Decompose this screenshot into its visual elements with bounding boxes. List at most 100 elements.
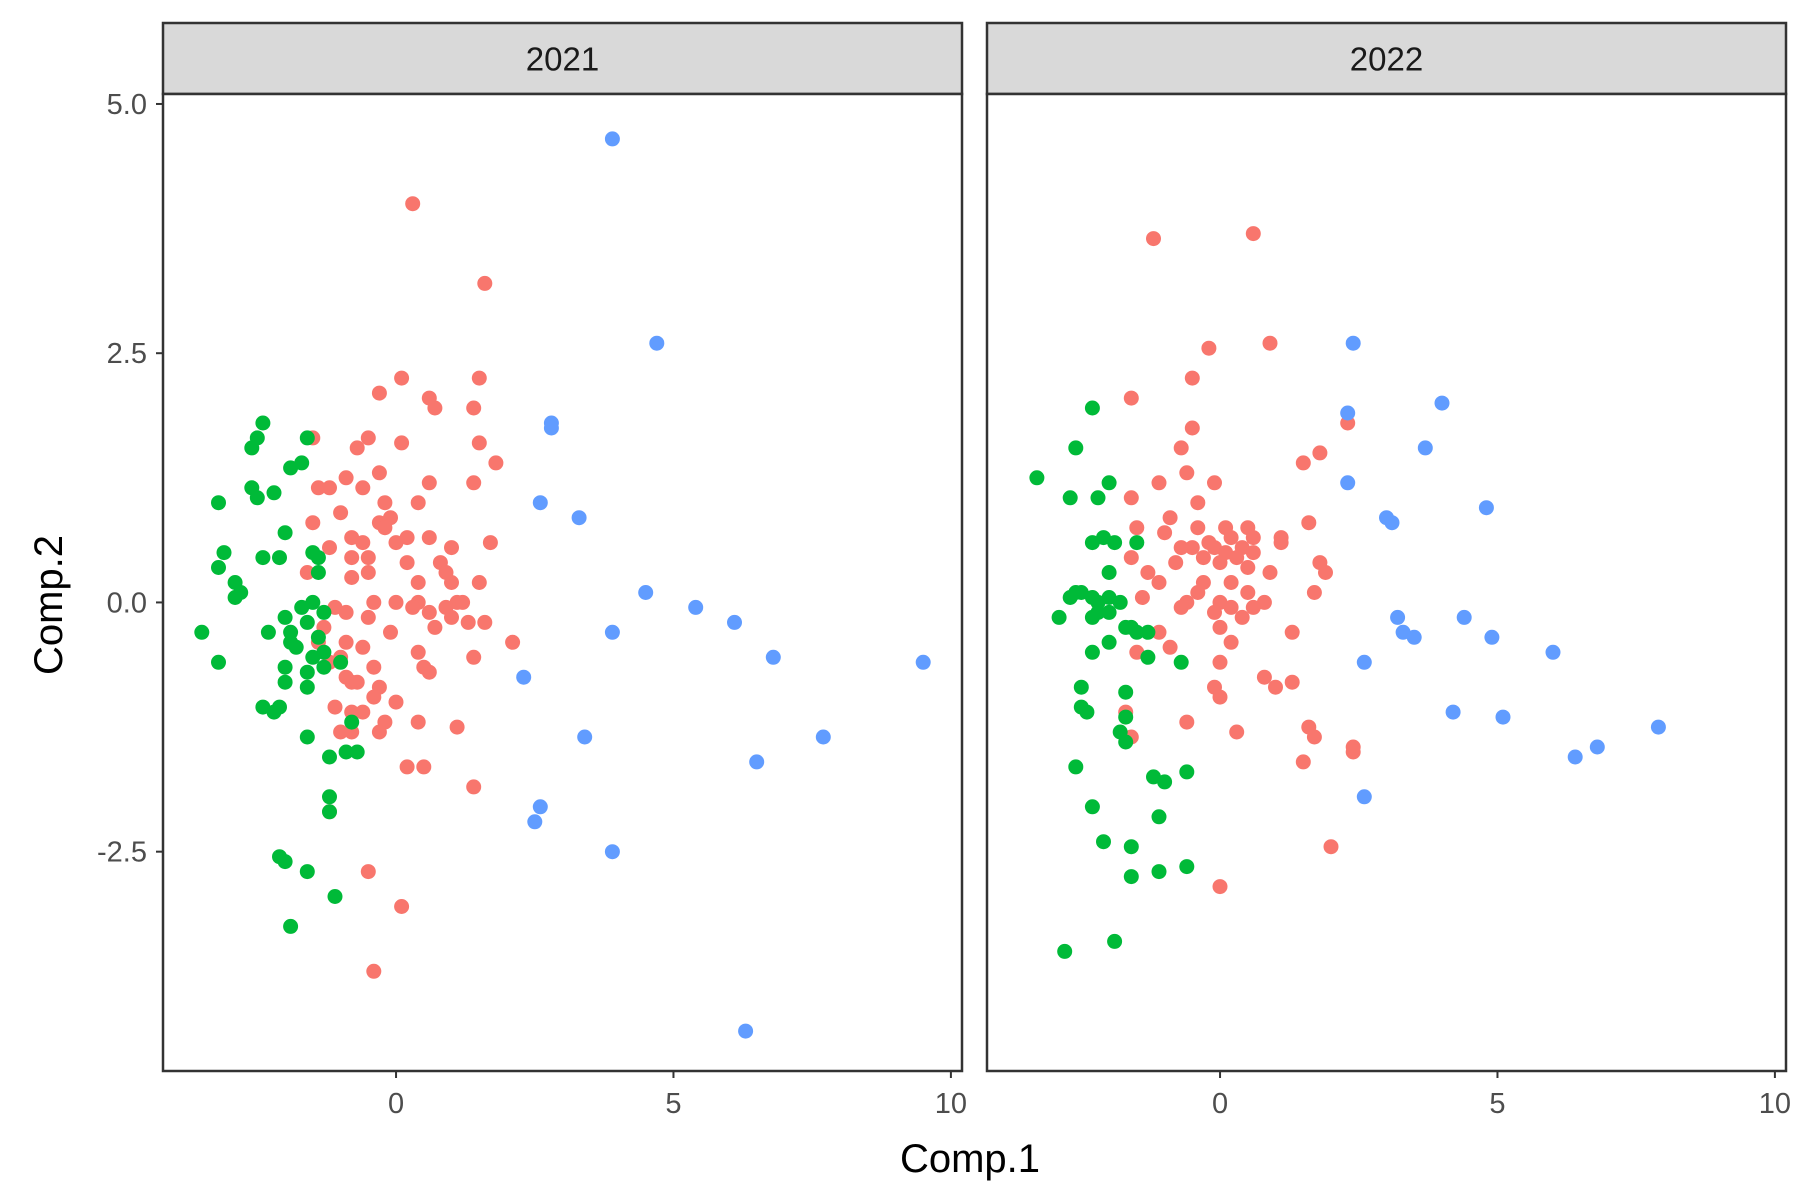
- data-point-blue: [604, 844, 620, 860]
- data-point-blue: [604, 624, 620, 640]
- data-point-red: [1223, 530, 1239, 546]
- data-point-blue: [1356, 654, 1372, 670]
- data-point-blue: [532, 799, 548, 815]
- data-point-green: [1151, 864, 1167, 880]
- data-point-red: [1295, 455, 1311, 471]
- data-point-red: [416, 759, 432, 775]
- data-point-red: [466, 475, 482, 491]
- data-point-blue: [1495, 709, 1511, 725]
- data-point-red: [1262, 335, 1278, 351]
- data-point-blue: [1650, 719, 1666, 735]
- data-point-red: [1140, 565, 1156, 580]
- data-point-green: [1062, 590, 1078, 605]
- data-point-blue: [727, 614, 742, 630]
- x-tick-label: 0: [388, 1088, 404, 1120]
- data-point-red: [349, 440, 365, 456]
- x-tick-label: 10: [935, 1088, 967, 1120]
- data-point-red: [1306, 585, 1322, 600]
- data-point-green: [1123, 839, 1139, 855]
- data-point-red: [1157, 525, 1173, 541]
- data-point-red: [1212, 689, 1228, 705]
- data-point-red: [1134, 590, 1150, 605]
- data-point-red: [505, 634, 521, 650]
- data-point-red: [1146, 231, 1161, 247]
- y-axis: 5.0 2.5 0.0 -2.5: [97, 89, 163, 869]
- data-point-green: [211, 654, 226, 670]
- data-point-red: [1190, 585, 1206, 600]
- data-point-green: [1140, 624, 1156, 640]
- data-point-blue: [604, 131, 620, 147]
- data-point-red: [1245, 530, 1261, 546]
- data-point-red: [1240, 560, 1256, 575]
- facet-strip-label: 2022: [1350, 41, 1423, 78]
- data-point-red: [460, 614, 476, 630]
- data-point-red: [449, 719, 465, 735]
- data-point-red: [1184, 370, 1200, 386]
- data-point-red: [1306, 729, 1322, 745]
- data-point-green: [277, 525, 293, 541]
- data-point-green: [1084, 609, 1100, 625]
- data-point-red: [1268, 679, 1283, 695]
- data-point-red: [344, 570, 360, 585]
- data-point-blue: [1478, 500, 1494, 516]
- data-point-red: [1301, 515, 1317, 531]
- data-point-red: [333, 505, 349, 521]
- data-point-red: [471, 575, 487, 590]
- data-point-green: [1068, 440, 1084, 456]
- data-point-red: [355, 480, 371, 496]
- x-axis-title: Comp.1: [900, 1137, 1040, 1181]
- data-point-blue: [1345, 335, 1361, 351]
- data-point-green: [283, 460, 299, 476]
- data-point-green: [310, 550, 326, 566]
- data-point-red: [1179, 714, 1195, 730]
- data-point-red: [405, 599, 421, 615]
- data-point-green: [1090, 490, 1106, 506]
- data-point-red: [1273, 535, 1289, 551]
- data-point-red: [1229, 724, 1245, 740]
- data-point-red: [394, 899, 410, 914]
- data-point-red: [1173, 440, 1189, 456]
- facet-strip: [161, 21, 964, 96]
- data-point-red: [477, 614, 493, 630]
- data-point-blue: [1589, 739, 1605, 755]
- data-point-green: [277, 609, 293, 625]
- data-point-green: [1057, 943, 1073, 959]
- data-point-green: [260, 624, 276, 640]
- data-point-red: [355, 639, 371, 655]
- x-tick-label: 5: [1489, 1088, 1505, 1120]
- data-point-blue: [577, 729, 593, 745]
- data-point-red: [371, 465, 387, 481]
- data-point-green: [1118, 709, 1134, 725]
- data-point-red: [1151, 624, 1167, 640]
- data-point-blue: [1340, 405, 1356, 421]
- data-point-blue: [915, 654, 931, 670]
- data-point-blue: [1384, 515, 1400, 531]
- data-point-blue: [749, 754, 765, 770]
- data-point-red: [427, 619, 443, 635]
- facet-strip: [985, 21, 1788, 96]
- data-point-red: [349, 674, 365, 690]
- data-point-red: [1129, 520, 1145, 536]
- data-point-green: [327, 889, 343, 904]
- data-point-green: [244, 440, 260, 456]
- data-point-green: [299, 430, 315, 446]
- data-point-red: [1323, 839, 1339, 855]
- data-point-blue: [638, 585, 654, 600]
- data-point-green: [277, 854, 293, 870]
- data-point-red: [1312, 445, 1328, 461]
- data-point-red: [338, 634, 354, 650]
- data-point-green: [299, 729, 315, 745]
- x-tick-label: 10: [1759, 1088, 1791, 1120]
- data-point-red: [427, 400, 443, 416]
- y-tick-label: 5.0: [107, 89, 147, 121]
- data-point-blue: [1567, 749, 1583, 765]
- data-point-green: [1101, 634, 1117, 650]
- data-point-green: [1173, 654, 1189, 670]
- data-point-green: [283, 918, 299, 934]
- data-point-red: [1190, 520, 1206, 536]
- data-point-green: [1029, 470, 1045, 486]
- data-point-red: [399, 530, 415, 546]
- data-point-red: [477, 275, 493, 291]
- data-point-red: [1345, 744, 1361, 760]
